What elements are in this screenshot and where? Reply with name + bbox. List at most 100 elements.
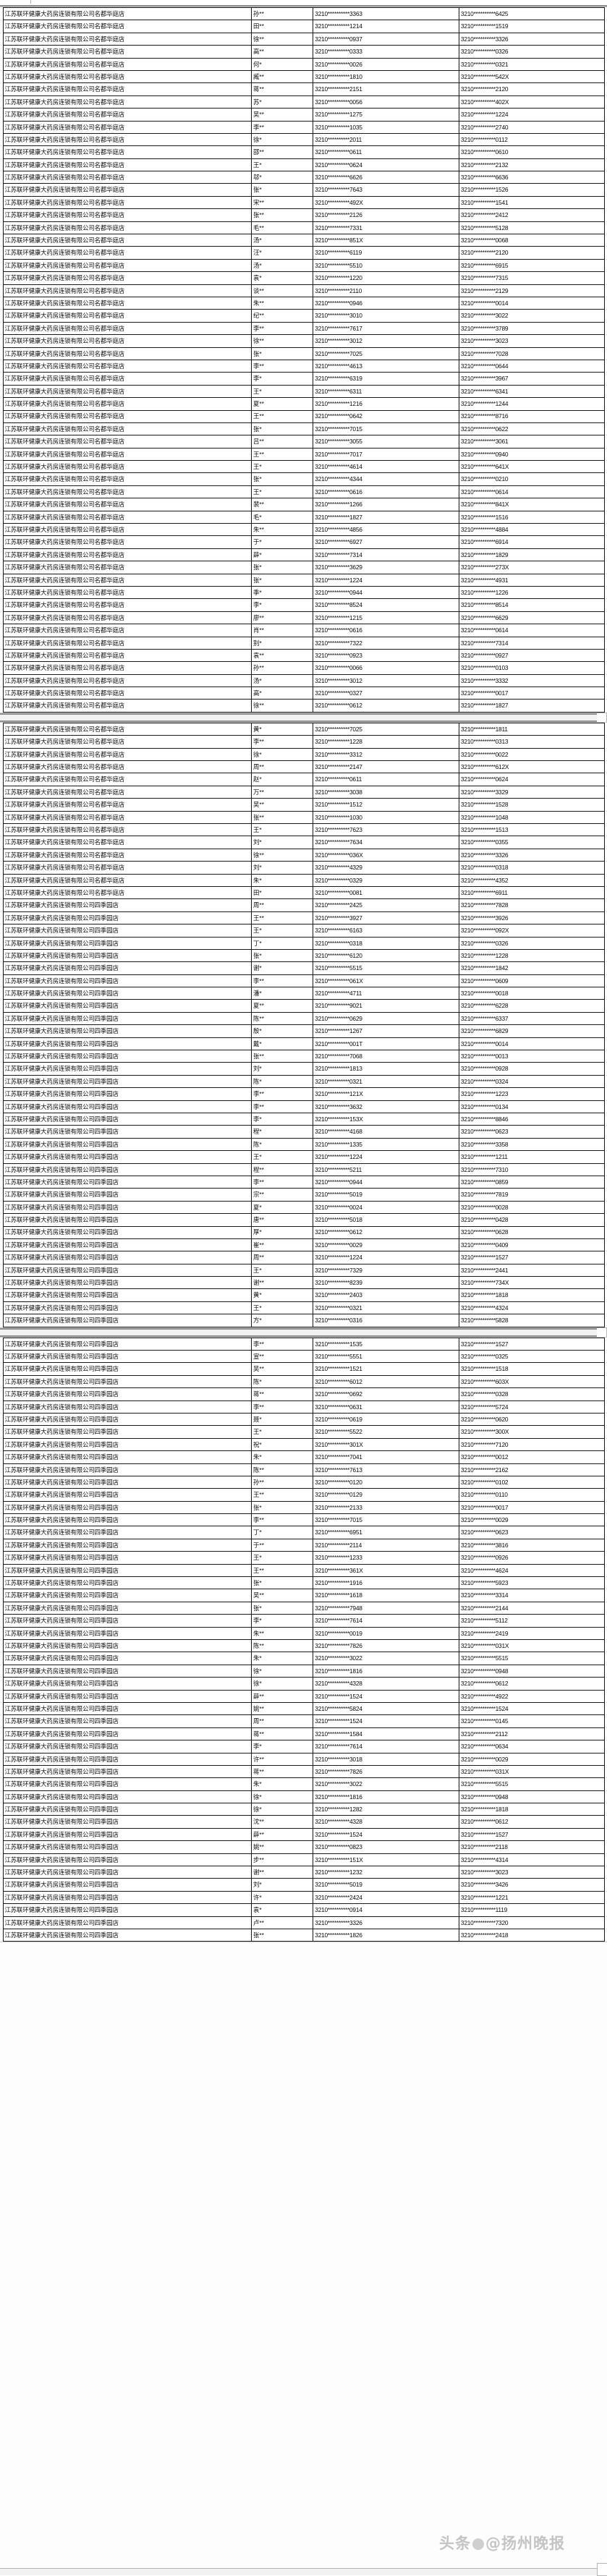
table-row: 江苏联环健康大药房连锁有限公司名都华庭店 廖** 3210**********121…: [2, 611, 605, 625]
cell-store-name: 江苏联环健康大药房连锁有限公司四季园店: [2, 1037, 252, 1051]
table-row: 江苏联环健康大药房连锁有限公司名都华庭店 高* 3210**********0327…: [2, 686, 605, 700]
cell-store-name: 江苏联环健康大药房连锁有限公司四季园店: [2, 1866, 252, 1879]
table-row: 江苏联环健康大药房连锁有限公司名都华庭店 季* 3210**********0944…: [2, 585, 605, 600]
cell-id-number-1: 3210**********0066: [313, 661, 459, 675]
cell-person-name: 朱*: [250, 1777, 314, 1791]
cell-store-name: 江苏联环健康大药房连锁有限公司名都华庭店: [2, 548, 252, 562]
cell-id-number-2: 3210**********5724: [458, 1400, 605, 1414]
cell-id-number-2: 3210**********0145: [458, 1714, 605, 1728]
cell-person-name: 徐*: [250, 1803, 314, 1816]
cell-id-number-2: 3210**********3022: [458, 309, 605, 323]
cell-id-number-2: 3210**********0634: [458, 1740, 605, 1754]
cell-person-name: 李**: [250, 321, 314, 336]
cell-id-number-1: 3210**********2110: [313, 284, 459, 297]
cell-id-number-2: 3210**********0028: [458, 1200, 605, 1215]
cell-id-number-1: 3210**********0944: [313, 1175, 459, 1189]
cell-person-name: 潘*: [250, 987, 314, 1000]
cell-id-number-1: 3210**********5019: [313, 1878, 459, 1892]
cell-id-number-1: 3210**********1220: [313, 271, 459, 285]
cell-person-name: 徐**: [250, 32, 314, 46]
cell-id-number-1: 3210**********3632: [313, 1100, 459, 1113]
table-row: 江苏联环健康大药房连锁有限公司名都华庭店 苏* 3210**********0056…: [2, 95, 605, 109]
table-row: 江苏联环健康大药房连锁有限公司四季园店 谢** 3210**********8239…: [2, 1276, 605, 1290]
cell-person-name: 李**: [250, 735, 314, 749]
cell-id-number-1: 3210**********0316: [313, 1314, 459, 1327]
cell-id-number-2: 3210**********7819: [458, 1188, 605, 1202]
table-row: 江苏联环健康大药房连锁有限公司四季园店 黄* 3210**********2403 3…: [2, 1288, 605, 1302]
cell-id-number-2: 3210**********0409: [458, 1238, 605, 1252]
table-row: 江苏联环健康大药房连锁有限公司名都华庭店 万** 3210**********303…: [2, 785, 605, 799]
cell-person-name: 殷*: [250, 1024, 314, 1038]
cell-id-number-2: 3210**********2129: [458, 284, 605, 297]
cell-id-number-1: 3210**********036X: [313, 848, 459, 862]
cell-person-name: 王*: [250, 1150, 314, 1164]
cell-id-number-1: 3210**********0611: [313, 145, 459, 159]
cell-person-name: 张**: [250, 1050, 314, 1063]
cell-id-number-2: 3210**********300X: [458, 1425, 605, 1439]
cell-store-name: 江苏联环健康大药房连锁有限公司名都华庭店: [2, 359, 252, 373]
cell-store-name: 江苏联环健康大药房连锁有限公司名都华庭店: [2, 384, 252, 399]
table-row: 江苏联环健康大药房连锁有限公司名都华庭店 毛** 3210**********733…: [2, 221, 605, 235]
table-row: 江苏联环健康大药房连锁有限公司四季园店 徐* 3210**********1816 3…: [2, 1664, 605, 1678]
cell-id-number-1: 3210**********7025: [313, 722, 459, 736]
cell-store-name: 江苏联环健康大药房连锁有限公司名都华庭店: [2, 296, 252, 310]
cell-store-name: 江苏联环健康大药房连锁有限公司名都华庭店: [2, 246, 252, 260]
cell-store-name: 江苏联环健康大药房连锁有限公司名都华庭店: [2, 472, 252, 486]
table-row: 江苏联环健康大药房连锁有限公司四季园店 陈** 3210**********0629…: [2, 1011, 605, 1026]
cell-store-name: 江苏联环健康大药房连锁有限公司名都华庭店: [2, 510, 252, 524]
cell-store-name: 江苏联环健康大药房连锁有限公司四季园店: [2, 1362, 252, 1376]
cell-id-number-1: 3210**********7643: [313, 183, 459, 197]
table-row: 江苏联环健康大药房连锁有限公司名都华庭店 徐* 3210**********2011…: [2, 132, 605, 147]
cell-id-number-1: 3210**********6927: [313, 535, 459, 549]
cell-id-number-2: 3210**********0622: [458, 422, 605, 436]
table-row: 江苏联环健康大药房连锁有限公司四季园店 李** 3210**********1535…: [2, 1337, 605, 1351]
cell-person-name: 高**: [250, 45, 314, 59]
cell-store-name: 江苏联环健康大药房连锁有限公司名都华庭店: [2, 284, 252, 297]
cell-id-number-1: 3210**********0823: [313, 1840, 459, 1854]
cell-person-name: 丁*: [250, 1526, 314, 1539]
cell-id-number-1: 3210**********3927: [313, 911, 459, 925]
table-row: 江苏联环健康大药房连锁有限公司名都华庭店 夏** 3210**********121…: [2, 397, 605, 411]
cell-id-number-2: 3210**********0029: [458, 1513, 605, 1527]
cell-id-number-1: 3210**********3363: [313, 7, 459, 21]
cell-store-name: 江苏联环健康大药房连锁有限公司四季园店: [2, 1638, 252, 1653]
cell-person-name: 袁*: [250, 271, 314, 285]
cell-store-name: 江苏联环健康大药房连锁有限公司名都华庭店: [2, 747, 252, 762]
cell-store-name: 江苏联环健康大药房连锁有限公司四季园店: [2, 1074, 252, 1089]
cell-id-number-1: 3210**********0329: [313, 873, 459, 887]
cell-id-number-1: 3210**********0026: [313, 57, 459, 71]
cell-id-number-2: 3210**********0029: [458, 1752, 605, 1766]
cell-person-name: 姚**: [250, 1840, 314, 1854]
cell-id-number-1: 3210**********1228: [313, 735, 459, 749]
cell-store-name: 江苏联环健康大药房连锁有限公司名都华庭店: [2, 271, 252, 285]
cell-store-name: 江苏联环健康大药房连锁有限公司四季园店: [2, 1387, 252, 1401]
cell-id-number-1: 3210**********6626: [313, 171, 459, 184]
cell-id-number-2: 3210**********4624: [458, 1563, 605, 1578]
cell-id-number-1: 3210**********7025: [313, 347, 459, 360]
table-row: 江苏联环健康大药房连锁有限公司名都华庭店 张* 3210**********3629…: [2, 561, 605, 574]
records-tbody-2: 江苏联环健康大药房连锁有限公司名都华庭店 黄* 3210**********7025…: [2, 722, 605, 1327]
cell-id-number-1: 3210**********121X: [313, 1087, 459, 1101]
cell-person-name: 祝*: [250, 1437, 314, 1452]
cell-person-name: 徐*: [250, 1677, 314, 1691]
cell-person-name: 吴**: [250, 108, 314, 122]
cell-store-name: 江苏联环健康大药房连锁有限公司四季园店: [2, 1689, 252, 1703]
cell-store-name: 江苏联环健康大药房连锁有限公司名都华庭店: [2, 183, 252, 197]
cell-id-number-2: 3210**********2132: [458, 158, 605, 172]
table-row: 江苏联环健康大药房连锁有限公司四季园店 宗** 3210**********5019…: [2, 1188, 605, 1202]
cell-id-number-2: 3210**********3789: [458, 321, 605, 336]
cell-id-number-1: 3210**********0120: [313, 1475, 459, 1489]
cell-person-name: 周**: [250, 1251, 314, 1264]
cell-id-number-2: 3210**********734X: [458, 1276, 605, 1290]
table-row: 江苏联环健康大药房连锁有限公司名都华庭店 裴** 3210**********126…: [2, 498, 605, 511]
table-row: 江苏联环健康大药房连锁有限公司四季园店 周** 3210**********2425…: [2, 898, 605, 912]
cell-person-name: 步**: [250, 1853, 314, 1867]
cell-id-number-1: 3210**********0612: [313, 699, 459, 713]
cell-person-name: 吴**: [250, 1589, 314, 1602]
table-row: 江苏联环健康大药房连锁有限公司名都华庭店 孙** 3210**********006…: [2, 661, 605, 675]
cell-store-name: 江苏联环健康大药房连锁有限公司四季园店: [2, 1576, 252, 1590]
section-divider-1: [0, 712, 607, 724]
cell-id-number-2: 3210**********0326: [458, 936, 605, 950]
cell-id-number-1: 3210**********1224: [313, 1150, 459, 1164]
table-row: 江苏联环健康大药房连锁有限公司四季园店 李* 3210**********153X 3…: [2, 1112, 605, 1126]
